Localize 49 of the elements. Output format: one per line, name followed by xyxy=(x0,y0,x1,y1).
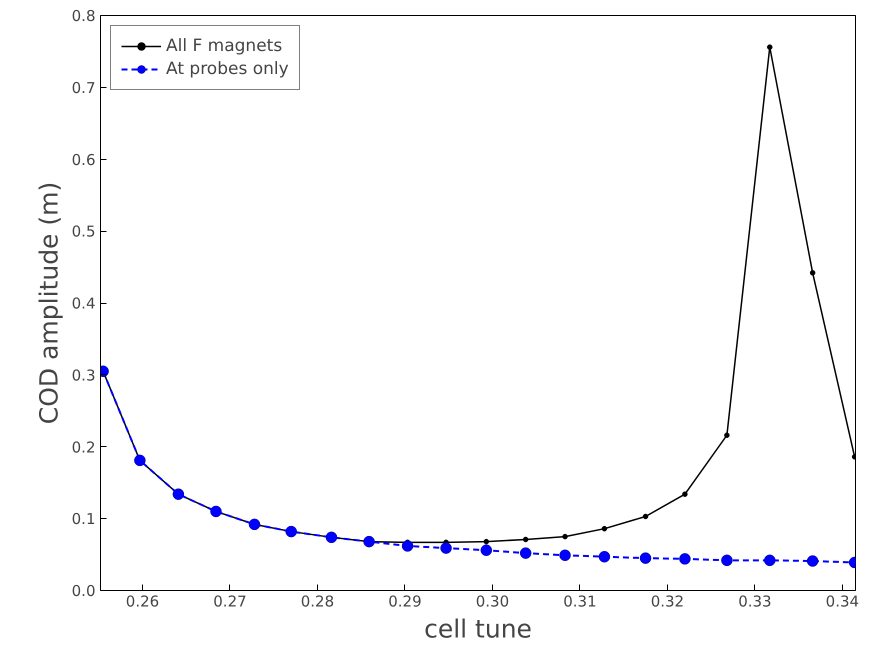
point xyxy=(682,491,688,497)
x-tick-label: 0.30 xyxy=(476,592,510,610)
point xyxy=(806,555,818,567)
point xyxy=(721,554,733,566)
point xyxy=(522,536,528,542)
y-tick-label: 0.0 xyxy=(72,582,96,600)
y-tick-label: 0.5 xyxy=(72,222,96,241)
point xyxy=(326,532,338,544)
point xyxy=(402,540,414,552)
y-axis-title: COD amplitude (m) xyxy=(34,182,64,424)
x-tick-label: 0.33 xyxy=(738,592,772,610)
x-tick-label: 0.26 xyxy=(126,592,160,610)
point xyxy=(440,542,452,554)
point xyxy=(484,538,490,544)
point xyxy=(248,518,260,530)
point xyxy=(602,526,608,532)
x-tick-label: 0.28 xyxy=(300,592,334,610)
point xyxy=(285,526,297,538)
point xyxy=(480,544,492,556)
point xyxy=(640,552,652,564)
x-tick-label: 0.27 xyxy=(213,592,247,610)
legend-label: At probes only xyxy=(166,59,289,79)
y-tick-label: 0.8 xyxy=(72,7,96,25)
point xyxy=(598,550,610,562)
y-tick-label: 0.6 xyxy=(72,150,96,169)
point xyxy=(210,506,222,518)
point xyxy=(562,534,568,540)
x-tick-label: 0.32 xyxy=(650,592,684,610)
point xyxy=(520,547,532,559)
y-tick-label: 0.7 xyxy=(72,78,96,97)
point xyxy=(724,432,730,438)
point xyxy=(764,554,776,566)
x-tick-label: 0.29 xyxy=(388,592,422,610)
y-tick-label: 0.1 xyxy=(72,510,96,528)
point xyxy=(767,44,773,50)
y-tick-label: 0.3 xyxy=(72,366,96,384)
point xyxy=(363,536,375,548)
point xyxy=(679,553,691,565)
x-tick-label: 0.34 xyxy=(826,592,860,610)
legend-label: All F magnets xyxy=(166,36,282,56)
point xyxy=(559,550,571,562)
y-tick-label: 0.4 xyxy=(72,294,96,312)
point xyxy=(810,270,816,276)
point xyxy=(134,454,146,466)
point xyxy=(172,488,184,500)
x-tick-label: 0.31 xyxy=(563,592,597,610)
y-tick-label: 0.2 xyxy=(72,438,96,456)
x-axis-title: cell tune xyxy=(424,614,532,644)
point xyxy=(642,514,648,520)
